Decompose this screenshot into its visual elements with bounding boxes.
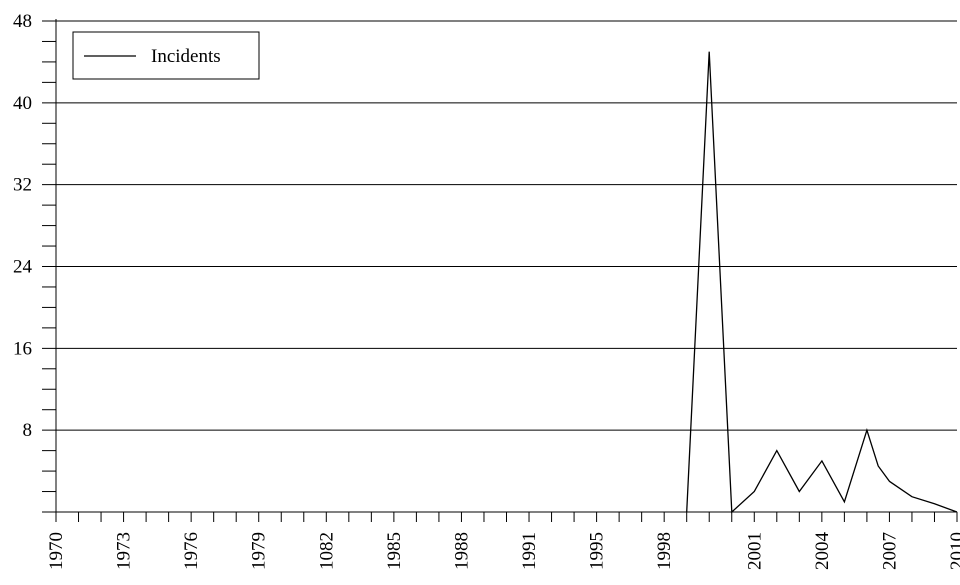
x-tick-label-1976: 1976: [181, 532, 202, 570]
y-tick-label-32: 32: [13, 175, 32, 196]
y-tick-labels: 8 16 24 32 40 48: [13, 11, 33, 441]
legend: Incidents: [72, 31, 260, 80]
x-tick-label-1979: 1979: [249, 532, 270, 570]
series-layer: [686, 51, 958, 514]
y-minor-ticks: [42, 40, 56, 513]
legend-label-incidents: Incidents: [151, 46, 221, 67]
y-tick-label-8: 8: [23, 420, 33, 441]
y-tick-label-40: 40: [13, 93, 32, 114]
y-tick-label-16: 16: [13, 338, 32, 359]
gridlines: [42, 20, 957, 431]
x-tick-label-1998: 1998: [654, 532, 675, 570]
x-tick-label-2007: 2007: [879, 532, 900, 570]
x-tick-label-1991: 1991: [519, 532, 540, 570]
x-tick-label-1082: 1082: [316, 532, 337, 570]
y-tick-label-24: 24: [13, 257, 33, 278]
series-line-0: [686, 51, 958, 514]
x-tick-label-1988: 1988: [451, 532, 472, 570]
x-tick-label-1995: 1995: [587, 532, 608, 570]
x-tick-marks: [55, 512, 958, 522]
x-tick-label-2010: 2010: [947, 532, 960, 570]
x-tick-label-1973: 1973: [114, 532, 135, 570]
x-tick-label-2004: 2004: [812, 532, 833, 571]
y-tick-label-48: 48: [13, 11, 32, 32]
x-tick-label-2001: 2001: [744, 532, 765, 570]
x-tick-label-1985: 1985: [384, 532, 405, 570]
x-tick-label-1970: 1970: [46, 532, 67, 570]
x-tick-labels: 1970 1973 1976 1979 1082 1985 1988 1991 1995 1998…: [46, 532, 960, 571]
